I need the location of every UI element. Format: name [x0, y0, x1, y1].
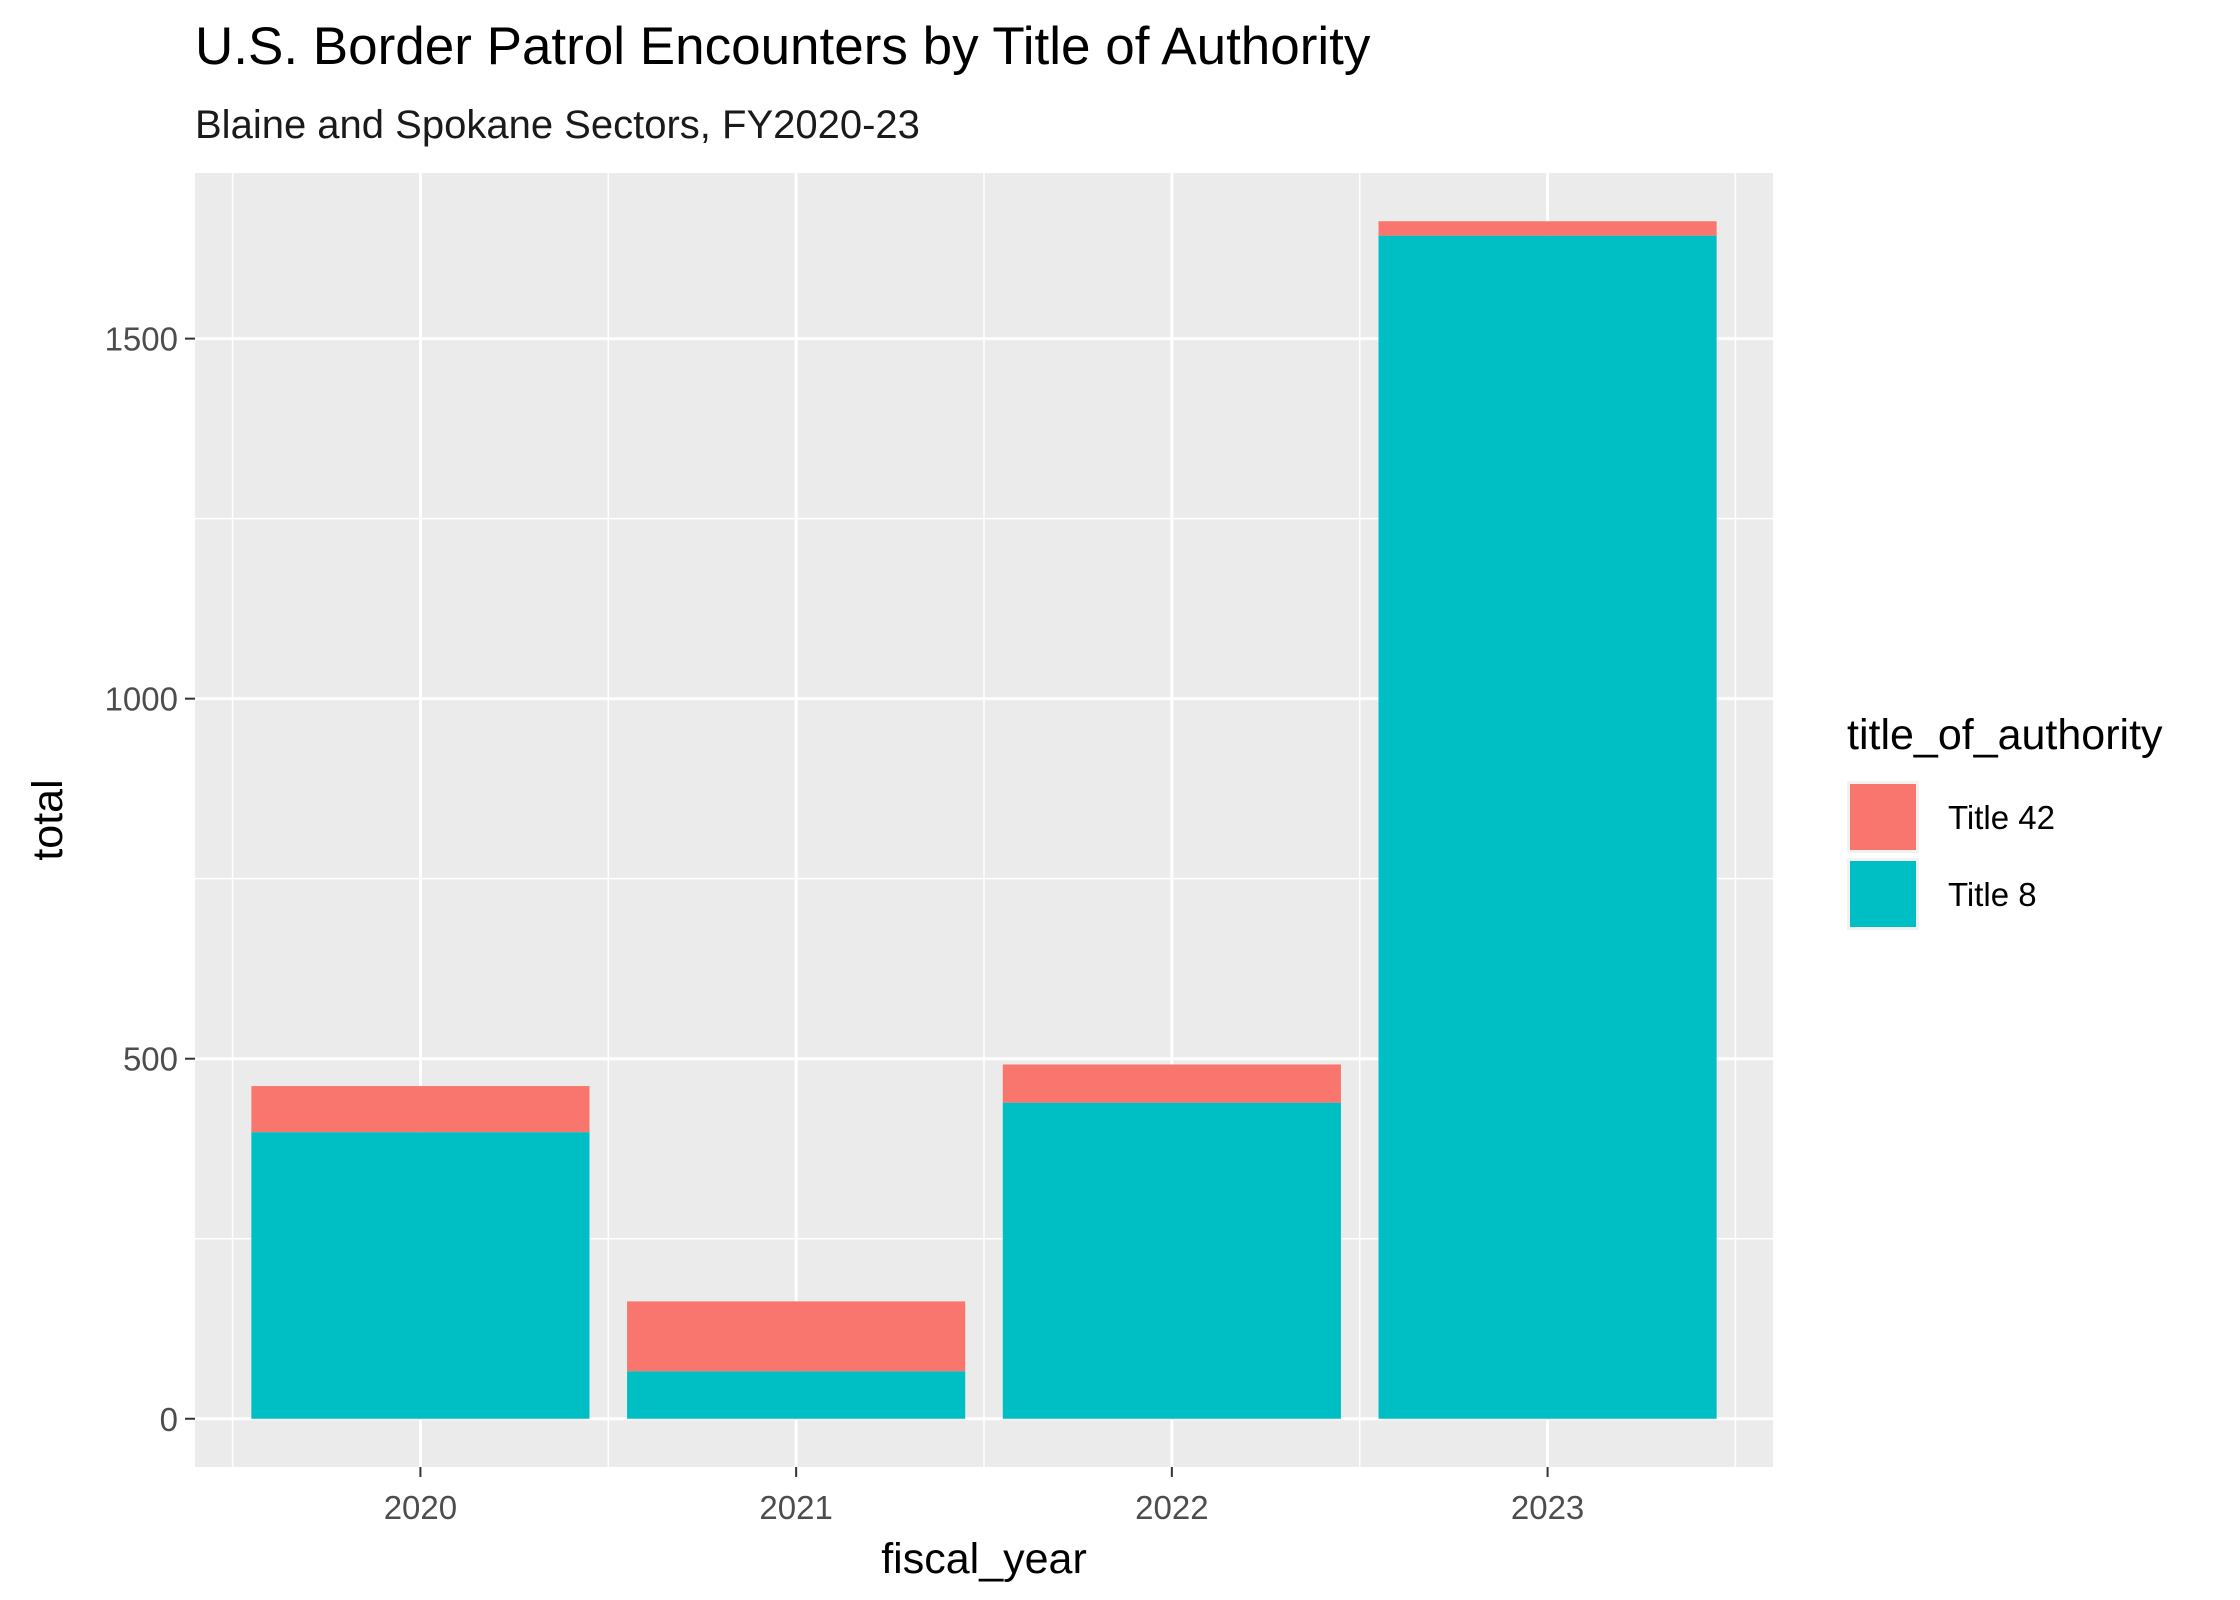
- y-tick-label: 0: [160, 1401, 178, 1438]
- bar-title-8-2022: [1002, 1102, 1341, 1419]
- legend-label: Title 8: [1948, 876, 2037, 913]
- y-tick-label: 1000: [105, 681, 178, 718]
- bars: [251, 221, 1717, 1419]
- bar-title-8-2023: [1378, 235, 1717, 1419]
- x-tick-label: 2023: [1511, 1489, 1584, 1526]
- x-axis-title: fiscal_year: [881, 1535, 1087, 1583]
- legend-swatch: [1850, 861, 1916, 927]
- bar-title-42-2023: [1378, 221, 1717, 236]
- legend-swatch: [1850, 784, 1916, 850]
- x-tick-label: 2021: [759, 1489, 832, 1526]
- bar-title-8-2020: [251, 1132, 590, 1419]
- legend-items: Title 42 Title 8: [1847, 781, 2055, 930]
- bar-title-42-2022: [1002, 1064, 1341, 1103]
- bar-title-42-2020: [251, 1086, 590, 1133]
- y-tick-label: 500: [123, 1041, 178, 1078]
- x-axis: 2020 2021 2022 2023: [384, 1467, 1584, 1526]
- x-tick-label: 2020: [384, 1489, 457, 1526]
- chart-subtitle: Blaine and Spokane Sectors, FY2020-23: [195, 103, 920, 147]
- y-axis-title: total: [24, 779, 72, 860]
- bar-title-42-2021: [627, 1301, 966, 1372]
- bar-title-8-2021: [627, 1371, 966, 1419]
- x-tick-label: 2022: [1135, 1489, 1208, 1526]
- legend-title: title_of_authority: [1847, 711, 2163, 759]
- legend: title_of_authority Title 42 Title 8: [1847, 711, 2163, 930]
- legend-label: Title 42: [1948, 799, 2055, 836]
- y-tick-label: 1500: [105, 321, 178, 358]
- y-axis: 0 500 1000 1500: [105, 321, 195, 1438]
- chart-title: U.S. Border Patrol Encounters by Title o…: [195, 17, 1371, 76]
